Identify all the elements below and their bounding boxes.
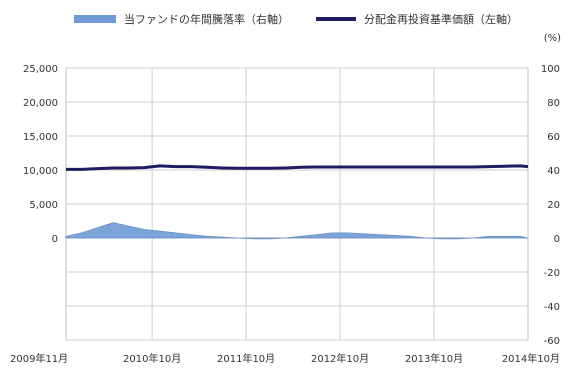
line-series (66, 164, 529, 171)
left-tick-label: 25,000 (23, 64, 58, 75)
legend-label-return: 当ファンドの年間騰落率（右軸） (124, 13, 289, 26)
right-tick-label: 20 (547, 200, 560, 211)
legend-item-nav: 分配金再投資基準価額（左軸） (316, 11, 518, 27)
x-tick-label: 2013年10月 (405, 352, 463, 365)
left-tick-label: 10,000 (23, 166, 58, 177)
right-tick-label: 0 (554, 234, 560, 245)
right-tick-label: -20 (544, 268, 560, 279)
right-tick-label: 100 (541, 64, 560, 75)
legend: 当ファンドの年間騰落率（右軸） 分配金再投資基準価額（左軸） (0, 6, 569, 32)
legend-item-return: 当ファンドの年間騰落率（右軸） (74, 11, 289, 27)
legend-swatch-line (316, 17, 356, 21)
right-tick-label: 60 (547, 132, 560, 143)
x-tick-label: 2012年10月 (311, 352, 369, 365)
left-tick-label: 15,000 (23, 132, 58, 143)
left-tick-label: 0 (52, 234, 58, 245)
nav-line (66, 164, 529, 171)
legend-label-nav: 分配金再投資基準価額（左軸） (364, 13, 518, 26)
return-area (65, 222, 529, 240)
axes: 100 80 60 40 20 0 -20 -40 -60 25,000 20,000 15,000 1… (10, 64, 560, 365)
right-tick-label: 80 (547, 98, 560, 109)
x-tick-label: 2011年10月 (217, 352, 275, 365)
grid (65, 67, 529, 341)
left-tick-label: 20,000 (23, 98, 58, 109)
legend-swatch-area (74, 15, 116, 23)
x-tick-label: 2010年10月 (123, 352, 181, 365)
right-tick-label: 40 (547, 166, 560, 177)
right-tick-label: -60 (544, 336, 560, 347)
right-tick-label: -40 (544, 302, 560, 313)
x-tick-label: 2009年11月 (10, 352, 68, 365)
x-tick-label: 2014年10月 (502, 352, 560, 365)
area-series (65, 222, 529, 240)
right-axis-unit: (%) (543, 33, 561, 44)
left-tick-label: 5,000 (29, 200, 58, 211)
